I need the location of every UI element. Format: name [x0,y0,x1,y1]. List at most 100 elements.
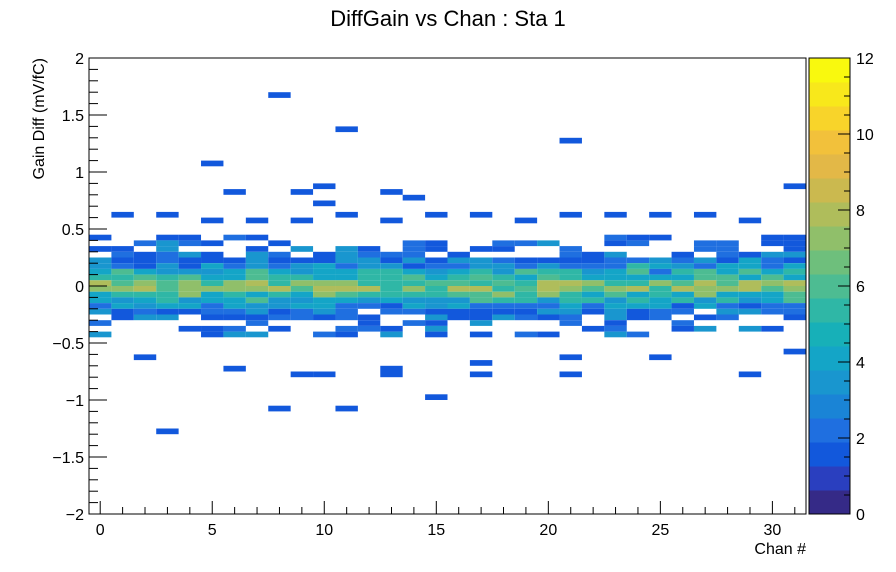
heatmap-bin [111,257,134,264]
heatmap-bin [693,280,717,286]
heatmap-bin [537,308,560,315]
heatmap-bin [604,211,627,218]
heatmap-bin [380,308,403,315]
heatmap-bin [671,291,694,298]
heatmap-bin [716,251,739,258]
heatmap-bin [559,280,582,286]
heatmap-bin [245,280,269,286]
heatmap-bin [335,303,358,309]
colorbar-tick-label: 6 [856,279,865,296]
heatmap-bin [604,234,627,241]
heatmap-bin [245,263,269,269]
heatmap-bin [581,291,605,298]
heatmap-bin [402,280,426,286]
heatmap-bin [492,268,515,275]
colorbar-tick-label: 10 [856,127,874,144]
heatmap-bin [133,257,157,264]
heatmap-bin [290,189,314,195]
heatmap-bin [201,303,224,309]
heatmap-bin [761,303,784,309]
heatmap-bin [447,268,470,275]
heatmap-bin [425,286,448,292]
heatmap-bin [156,280,179,286]
heatmap-bin [783,280,806,286]
heatmap-bin [290,263,314,269]
heatmap-bin [514,286,538,292]
heatmap-bin [156,268,179,275]
heatmap-bin [604,325,627,332]
heatmap-bin [604,297,627,304]
heatmap-bin [268,240,291,247]
heatmap-bin [178,274,202,281]
heatmap-bin [290,274,314,281]
heatmap-bin [313,257,336,264]
heatmap-bin [290,371,314,378]
heatmap-bin [761,280,784,286]
heatmap-bin [581,280,605,286]
heatmap-bin [89,234,112,241]
heatmap-bin [604,331,627,338]
heatmap-bin [626,303,650,309]
y-axis: −2 −1.5 −1 −0.5 0 0.5 1 1.5 2 [52,51,107,524]
heatmap-bin [738,257,762,264]
chart-title: DiffGain vs Chan : Sta 1 [330,6,566,31]
heatmap-bin [514,257,538,264]
heatmap-bin [537,240,560,247]
heatmap-bin [447,286,470,292]
heatmap-bin [626,297,650,304]
heatmap-bin [671,297,694,304]
heatmap-bin [89,263,112,269]
heatmap-bin [514,217,538,224]
y-axis-label: Gain Diff (mV/fC) [31,58,48,180]
heatmap-bin [89,286,112,292]
heatmap-bin [738,274,762,281]
heatmap-bin [133,308,157,315]
heatmap-bin [313,291,336,298]
heatmap-bin [111,291,134,298]
heatmap-bin [223,257,246,264]
heatmap-bin [761,325,784,332]
heatmap-bin [268,314,291,321]
heatmap-bin [268,291,291,298]
heatmap-bin [649,286,672,292]
heatmap-bin [783,183,806,190]
heatmap-bin [402,297,426,304]
heatmap-bin [380,280,403,286]
heatmap-bin [514,274,538,281]
heatmap-bin [604,240,627,247]
heatmap-bin [425,394,448,400]
heatmap-bin [537,286,560,292]
heatmap-bin [357,297,381,304]
heatmap-bin [649,211,672,218]
heatmap-bin [111,268,134,275]
heatmap-bin [290,217,314,224]
heatmap-bin [738,291,762,298]
heatmap-bin [380,303,403,309]
heatmap-bin [201,314,224,321]
heatmap-bin [604,251,627,258]
heatmap-bin [223,291,246,298]
heatmap-bin [178,308,202,315]
heatmap-bin [133,263,157,269]
heatmap-bin [268,286,291,292]
heatmap-bin [537,257,560,264]
heatmap-bin [245,257,269,264]
heatmap-bin [559,286,582,292]
heatmap-bin [402,251,426,258]
heatmap-bin [111,274,134,281]
heatmap-bin [693,263,717,269]
heatmap-bin [716,286,739,292]
heatmap-bin [290,257,314,264]
heatmap-bin [245,268,269,275]
heatmap-bin [492,280,515,286]
heatmap-bin [335,325,358,332]
heatmap-bin [178,291,202,298]
heatmap-bin [380,297,403,304]
heatmap-bin [447,303,470,309]
heatmap-bin [313,280,336,286]
heatmap-bin [290,308,314,315]
heatmap-bin [335,268,358,275]
heatmap-bin [380,331,403,338]
heatmap-bin [447,314,470,321]
heatmap-bin [514,263,538,269]
